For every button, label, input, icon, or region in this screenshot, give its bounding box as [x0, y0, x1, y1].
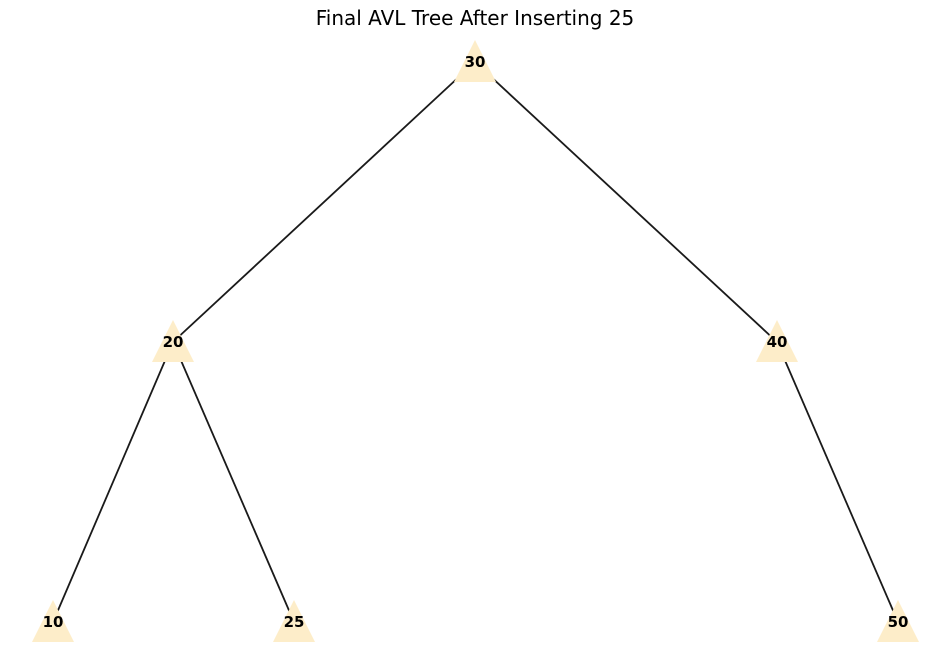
node-label: 25	[284, 613, 305, 631]
triangle-node-icon	[877, 600, 919, 642]
tree-node-30: 30	[454, 40, 496, 82]
tree-node-50: 50	[877, 600, 919, 642]
triangle-node-icon	[756, 320, 798, 362]
node-label: 20	[163, 333, 184, 351]
edge-20-10	[52, 341, 174, 623]
triangle-node-icon	[273, 600, 315, 642]
tree-node-40: 40	[756, 320, 798, 362]
tree-node-20: 20	[152, 320, 194, 362]
node-label: 50	[888, 613, 909, 631]
node-label: 30	[465, 53, 486, 71]
node-label: 10	[43, 613, 64, 631]
triangle-node-icon	[454, 40, 496, 82]
edge-20-25	[172, 341, 295, 623]
triangle-node-icon	[152, 320, 194, 362]
node-label: 40	[767, 333, 788, 351]
diagram-title: Final AVL Tree After Inserting 25	[315, 6, 635, 30]
triangle-node-icon	[32, 600, 74, 642]
edge-40-50	[776, 341, 899, 623]
edges-layer	[52, 61, 899, 623]
edge-30-20	[172, 61, 476, 343]
nodes-layer: 30 20 40 10 25 50	[32, 40, 919, 642]
tree-node-10: 10	[32, 600, 74, 642]
tree-node-25: 25	[273, 600, 315, 642]
edge-30-40	[474, 61, 778, 343]
